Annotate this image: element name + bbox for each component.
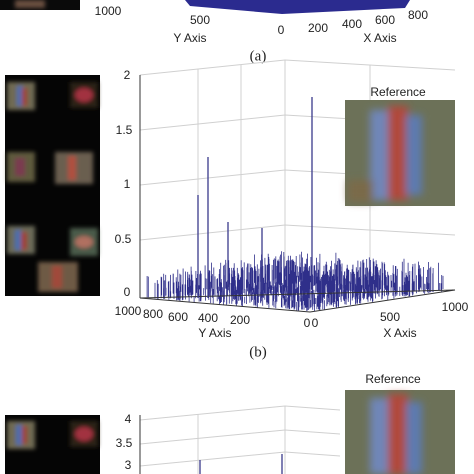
tick-label: 0 [304,316,311,330]
tick-label: 400 [342,17,362,31]
tick-label: 1.5 [116,123,133,137]
caption: (b) [249,344,267,360]
reference-image [345,100,455,206]
tick-label: 400 [198,311,218,325]
tick-label: 3.5 [116,436,133,450]
tick-label: 600 [375,13,395,27]
reference-label: Reference [370,85,426,99]
tick-label: 800 [143,307,163,321]
thumbnail [15,0,45,8]
tick-label: 500 [190,13,210,27]
tick-label: 3 [125,458,132,472]
axis-label: Y Axis [198,326,231,340]
panel-b: 2 1.5 1 0.5 0 1000 800 600 400 200 0 0 5… [5,59,469,360]
axis-label: X Axis [363,31,396,45]
axis-label: X Axis [383,326,416,340]
panel-c: Reference 4 3.5 3 [5,372,455,474]
panel-a: 1000 500 0 200 400 600 800 Y Axis X Axis… [0,0,428,64]
tick-label: 1000 [95,4,122,18]
tick-label: 500 [380,310,400,324]
tick-label: 200 [230,313,250,327]
reference-label: Reference [365,372,421,386]
tick-label: 0 [278,23,285,37]
thumbnails [7,82,98,292]
noise [146,251,444,312]
axis-label: Y Axis [173,31,206,45]
tick-label: 200 [308,21,328,35]
tick-label: 1000 [442,300,469,314]
tick-label: 0 [124,285,131,299]
tick-label: 800 [408,8,428,22]
tick-label: 4 [125,412,132,426]
tick-label: 600 [168,310,188,324]
image-strip [5,75,100,296]
thumbnails [7,421,98,449]
tick-label: 0.5 [115,232,132,246]
tick-label: 1 [124,177,131,191]
caption: (a) [250,48,267,64]
tick-label: 1000 [115,304,142,318]
tick-label: 2 [124,68,131,82]
surface [185,0,410,14]
tick-label: 0 [312,316,319,330]
noise-surface [146,251,444,312]
reference-image [345,390,455,474]
